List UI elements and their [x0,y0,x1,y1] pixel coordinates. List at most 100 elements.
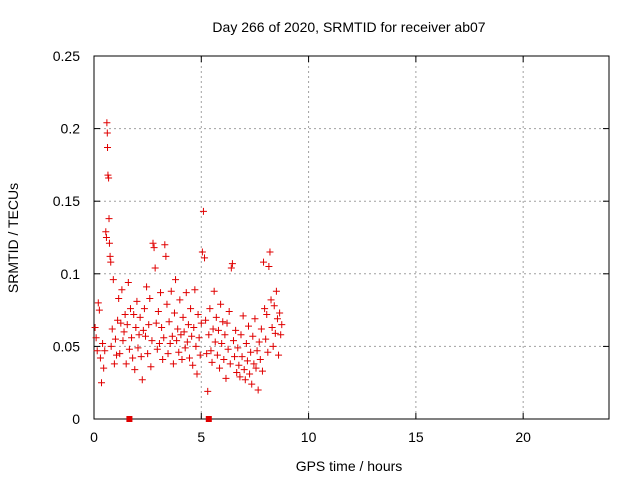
data-point [181,344,189,352]
data-point [143,283,151,291]
data-point [154,308,162,316]
data-point [158,324,166,332]
data-point [108,325,116,333]
data-point [237,331,245,339]
data-point [150,244,158,252]
data-point [270,302,278,310]
data-point [247,348,255,356]
data-point [256,355,264,363]
data-point [109,276,117,284]
data-point [252,364,260,372]
data-point [152,319,160,327]
data-point [245,322,252,330]
data-point [128,334,136,342]
data-point [232,326,240,334]
data-point [209,325,217,333]
data-point [231,353,239,361]
data-point [149,239,157,247]
data-point [118,286,126,294]
data-point [236,373,244,381]
data-point [173,337,181,345]
data-point [166,339,174,347]
data-point [220,355,228,363]
data-point [92,334,100,342]
data-point [223,319,231,327]
data-point [229,337,237,345]
data-point [198,248,206,256]
data-point [250,360,258,368]
data-point [177,331,185,339]
data-point [172,276,180,284]
data-point [104,143,112,151]
data-point [225,308,233,316]
data-point [228,260,236,268]
data-point [271,329,279,337]
data-point [125,345,133,353]
data-point [93,347,101,355]
x-axis-label: GPS time / hours [296,458,403,474]
data-point [276,309,284,317]
data-point [255,338,263,346]
data-point [208,358,216,366]
data-point [207,347,215,355]
data-point [91,324,99,332]
data-point [144,350,152,358]
data-point [213,351,221,359]
data-point [195,334,203,342]
data-point [148,337,156,345]
data-point [260,258,268,266]
y-tick-label: 0.25 [53,48,80,64]
data-point [170,309,178,317]
data-point [142,332,149,340]
data-point [217,300,225,308]
data-point [249,332,257,340]
data-point [251,315,259,323]
y-axis-label: SRMTID / TECUs [5,183,21,293]
data-point [140,305,148,313]
data-point [110,360,118,368]
data-point [101,347,109,355]
data-point [105,174,113,182]
data-point [174,325,182,333]
y-tick-label: 0.1 [61,266,81,282]
x-tick-label: 10 [301,429,317,445]
data-point [136,313,144,321]
plot-frame [93,55,610,420]
data-point [178,355,186,363]
data-point [201,254,209,262]
lower-marker [126,416,133,422]
data-point [262,335,270,343]
data-point [187,305,195,313]
data-point [183,338,191,346]
data-point [216,364,224,372]
data-point [214,326,222,334]
data-point [182,289,190,297]
data-point [272,287,280,295]
data-point [163,300,171,308]
data-point [267,296,275,304]
data-point [124,279,132,287]
data-point [261,305,269,313]
data-point [185,354,193,362]
data-point [121,310,129,318]
data-point [175,348,183,356]
y-tick-label: 0.15 [53,193,80,209]
data-point [147,363,155,371]
data-point [222,374,230,382]
data-point [157,289,165,297]
data-point [159,355,167,363]
data-point [137,353,145,361]
data-point [277,331,285,339]
data-point [264,348,272,356]
data-point [263,310,271,318]
data-point [120,328,128,336]
x-tick-label: 0 [90,429,98,445]
lower-markers [126,416,212,422]
data-point [242,339,250,347]
data-point [206,305,214,313]
data-point [145,321,153,329]
data-point [111,335,119,343]
x-tick-label: 20 [515,429,531,445]
data-point [227,264,235,272]
data-point [164,350,172,358]
